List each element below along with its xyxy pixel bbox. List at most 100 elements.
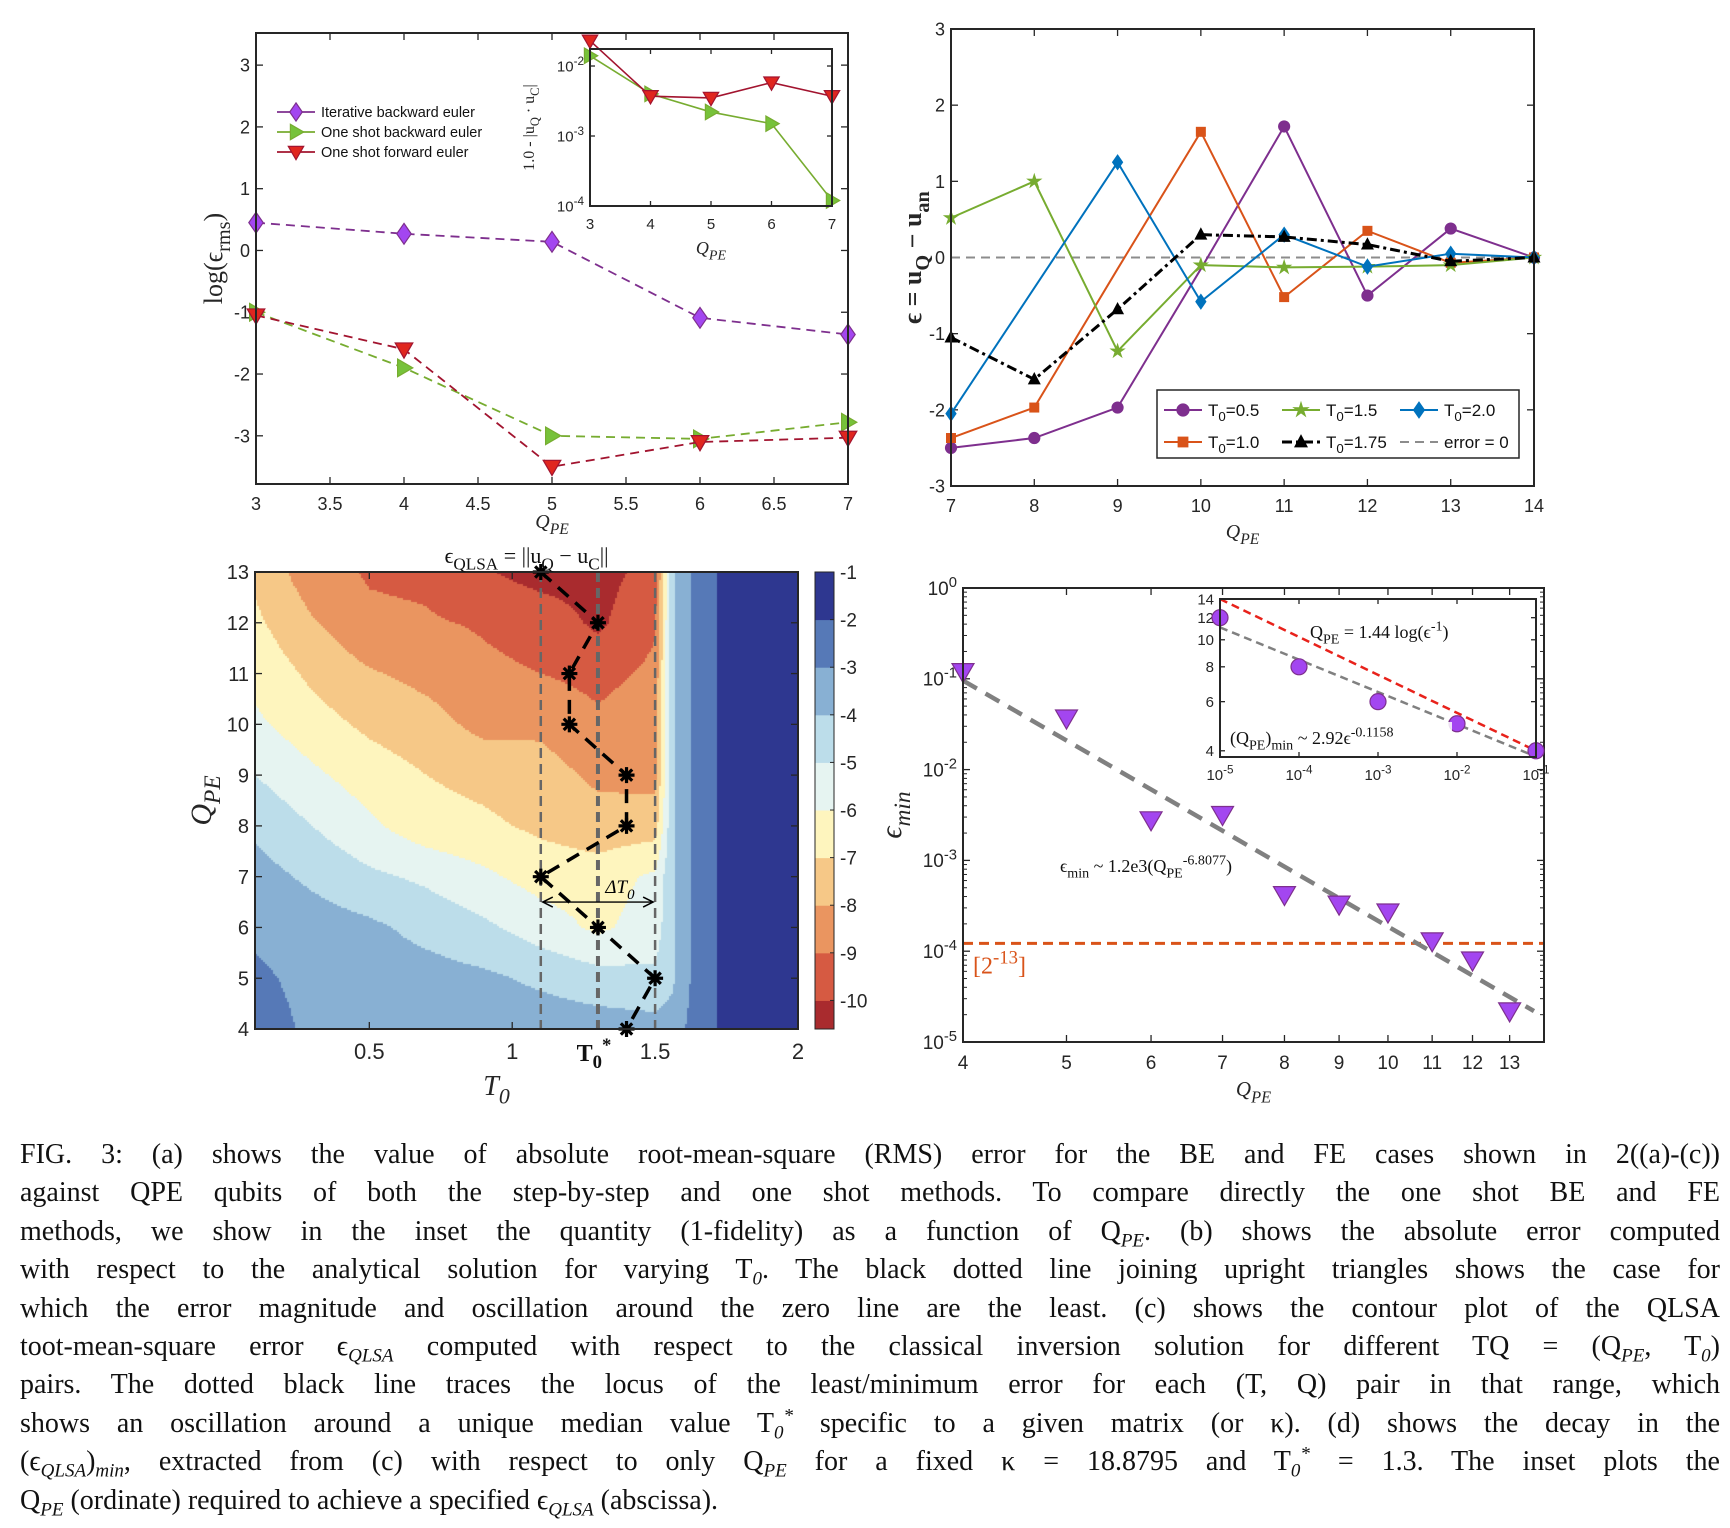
ticks-d: 4 5 6 7 8 9 10 11 12 13 10-5 10-4 10-3 10-2 10-1 100 [923, 575, 1544, 1074]
data-point [1361, 258, 1374, 275]
legend-label: T0=0.5 [1208, 401, 1259, 424]
locus-point [618, 817, 635, 834]
series-line [255, 314, 849, 468]
x-axis-label: QPE [535, 511, 569, 538]
y-tick-label: 10-3 [557, 125, 584, 145]
y-tick-label: 6 [1206, 694, 1214, 711]
legend-label: error = 0 [1444, 433, 1509, 452]
legend-a: Iterative backward euler One shot backwar… [277, 101, 482, 161]
x-tick-label: 6 [1146, 1053, 1157, 1074]
data-point [1420, 932, 1445, 954]
data-point [1029, 402, 1040, 413]
colorbar-tick-label: -8 [840, 896, 857, 917]
y-tick-label: 10-4 [923, 938, 957, 963]
data-point [1111, 401, 1124, 414]
data-point [1026, 172, 1043, 189]
x-tick-label: 10-1 [1522, 764, 1549, 784]
colorbar-band [815, 952, 834, 1001]
data-point [1109, 342, 1126, 359]
inset-x-axis-label: QPE [696, 238, 727, 263]
caption-line: pairs. The dotted black line traces the … [20, 1369, 1720, 1401]
x-tick-label: 7 [828, 216, 836, 233]
y-tick-label: -1 [234, 303, 250, 323]
x-tick-label: 5 [707, 216, 715, 233]
y-tick-label: 1 [240, 179, 250, 199]
x-tick-label: 7 [843, 494, 853, 514]
locus-line [537, 570, 658, 1030]
caption-line: with respect to the analytical solution … [20, 1254, 1720, 1290]
data-point [542, 459, 562, 477]
x-tick-label: 5 [1061, 1053, 1072, 1074]
x-tick-label: 10-3 [1364, 764, 1391, 784]
x-tick-label: 7 [946, 496, 956, 516]
y-tick-label: 3 [935, 19, 945, 39]
y-tick-label: 13 [227, 562, 249, 584]
locus-point [647, 970, 664, 987]
threshold-label: [2-13] [973, 947, 1026, 979]
data-point [1111, 301, 1125, 315]
data-point [692, 306, 708, 330]
ticks-a: 3 3.5 4 4.5 5 5.5 6 6.5 7 -3 -2 -1 0 1 2 3 [234, 33, 853, 514]
panel-d-inset: 10-5 10-4 10-3 10-2 10-1 4 6 8 10 12 14 QPE = 1.44 … [1197, 591, 1549, 784]
data-point [1362, 225, 1373, 236]
axes-box [254, 571, 799, 1030]
panel-d: 4 5 6 7 8 9 10 11 12 13 10-5 10-4 10-3 10-2 10-1 100 [2-… [875, 575, 1550, 1106]
data-point [1361, 289, 1374, 302]
x-tick-label: 10-2 [1443, 764, 1470, 784]
y-tick-label: 2 [935, 96, 945, 116]
data-point [1444, 222, 1457, 235]
y-tick-label: 12 [1197, 610, 1214, 627]
data-point [1028, 431, 1041, 445]
data-point [641, 90, 660, 106]
locus-point [589, 919, 606, 936]
asterisk-stroke [591, 920, 605, 935]
y-tick-label: -3 [234, 426, 250, 446]
x-tick-label: 12 [1462, 1053, 1483, 1074]
x-tick-label: 4 [399, 494, 409, 514]
data-point [1278, 120, 1291, 133]
y-tick-label: 2 [240, 117, 250, 137]
data-point [690, 434, 710, 452]
y-tick-label: 4 [238, 1019, 249, 1041]
asterisk-stroke [591, 615, 605, 630]
x-axis-label: QPE [1226, 521, 1260, 548]
y-tick-label: -1 [929, 324, 945, 344]
x-tick-label: 6 [767, 216, 775, 233]
y-tick-label: 10-2 [923, 756, 957, 781]
locus-point [618, 767, 635, 784]
ticks-c: 4 5 6 7 8 9 10 11 12 13 [227, 562, 799, 1041]
y-tick-label: 9 [238, 765, 249, 787]
data-point [1290, 658, 1308, 676]
colorbar: -1 -2 -3 -4 -5 -6 -7 -8 -9 -10 [814, 563, 867, 1030]
fit-label-backdrop [1226, 722, 1452, 750]
y-tick-label: 8 [1206, 659, 1214, 676]
colorbar-tick-label: -5 [840, 753, 857, 774]
panel-a: 3 3.5 4 4.5 5 5.5 6 6.5 7 -3 -2 -1 0 1 2 3 QPE log(ϵrms) I… [199, 32, 858, 538]
data-point [544, 230, 560, 254]
legend-marker [289, 123, 305, 141]
asterisk-stroke [534, 869, 548, 884]
y-tick-label: 3 [240, 56, 250, 76]
legend-label: One shot backward euler [321, 125, 482, 141]
legend-marker [1177, 436, 1189, 448]
caption-line: methods, we show in the inset the quanti… [20, 1215, 1720, 1252]
caption-line: (ϵQLSA)min, extracted from (c) with resp… [20, 1443, 1720, 1482]
x-tick-label: 3.5 [317, 494, 342, 514]
data-point [1360, 237, 1374, 250]
inset-y-axis-label: 1.0 - |uQ · uC| [521, 84, 542, 170]
colorbar-tick-label: -4 [840, 706, 857, 727]
data-point [1275, 258, 1293, 275]
x-tick-label: 5 [547, 494, 557, 514]
data-point [762, 76, 781, 92]
y-tick-label: 10-1 [923, 666, 957, 691]
axes-box [255, 32, 849, 485]
x-tick-label: 3 [586, 216, 594, 233]
y-tick-label: 11 [228, 664, 249, 686]
y-tick-label: 12 [227, 613, 249, 635]
y-tick-label: 14 [1197, 591, 1214, 608]
locus-point [589, 614, 606, 631]
y-tick-label: 10-3 [923, 847, 957, 872]
colorbar-band [815, 857, 834, 906]
